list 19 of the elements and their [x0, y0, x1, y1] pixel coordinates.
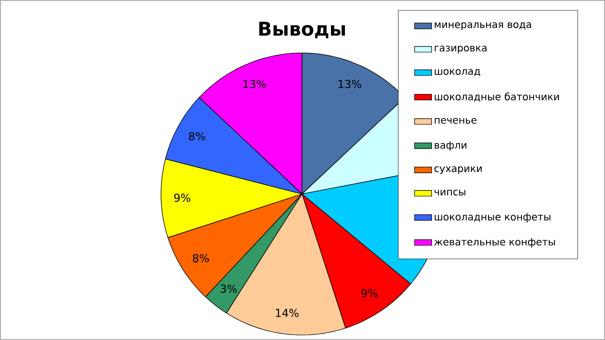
legend-label: шоколадные батончики	[434, 92, 559, 102]
data-label: 14%	[276, 308, 299, 318]
text: Выводы	[259, 22, 345, 38]
legend-label: газировка	[434, 46, 487, 54]
legend-label: чипсы	[434, 190, 466, 196]
data-label: 13%	[243, 80, 266, 88]
legend-label: печенье	[434, 118, 477, 124]
legend-label: жевательные конфеты	[434, 238, 555, 248]
data-label: 9%	[174, 194, 190, 202]
data-label: 13%	[338, 80, 362, 88]
data-label: 9%	[361, 288, 378, 298]
data-label: 8%	[189, 132, 206, 140]
legend-label: шоколад	[434, 69, 480, 76]
legend-label: минеральная вода	[434, 22, 532, 30]
legend-label: вафли	[434, 141, 466, 151]
data-label: 3%	[220, 284, 237, 293]
legend-label: сухарики	[434, 166, 482, 174]
legend-label: шоколадные конфеты	[434, 213, 550, 222]
data-label: 8%	[192, 254, 209, 262]
